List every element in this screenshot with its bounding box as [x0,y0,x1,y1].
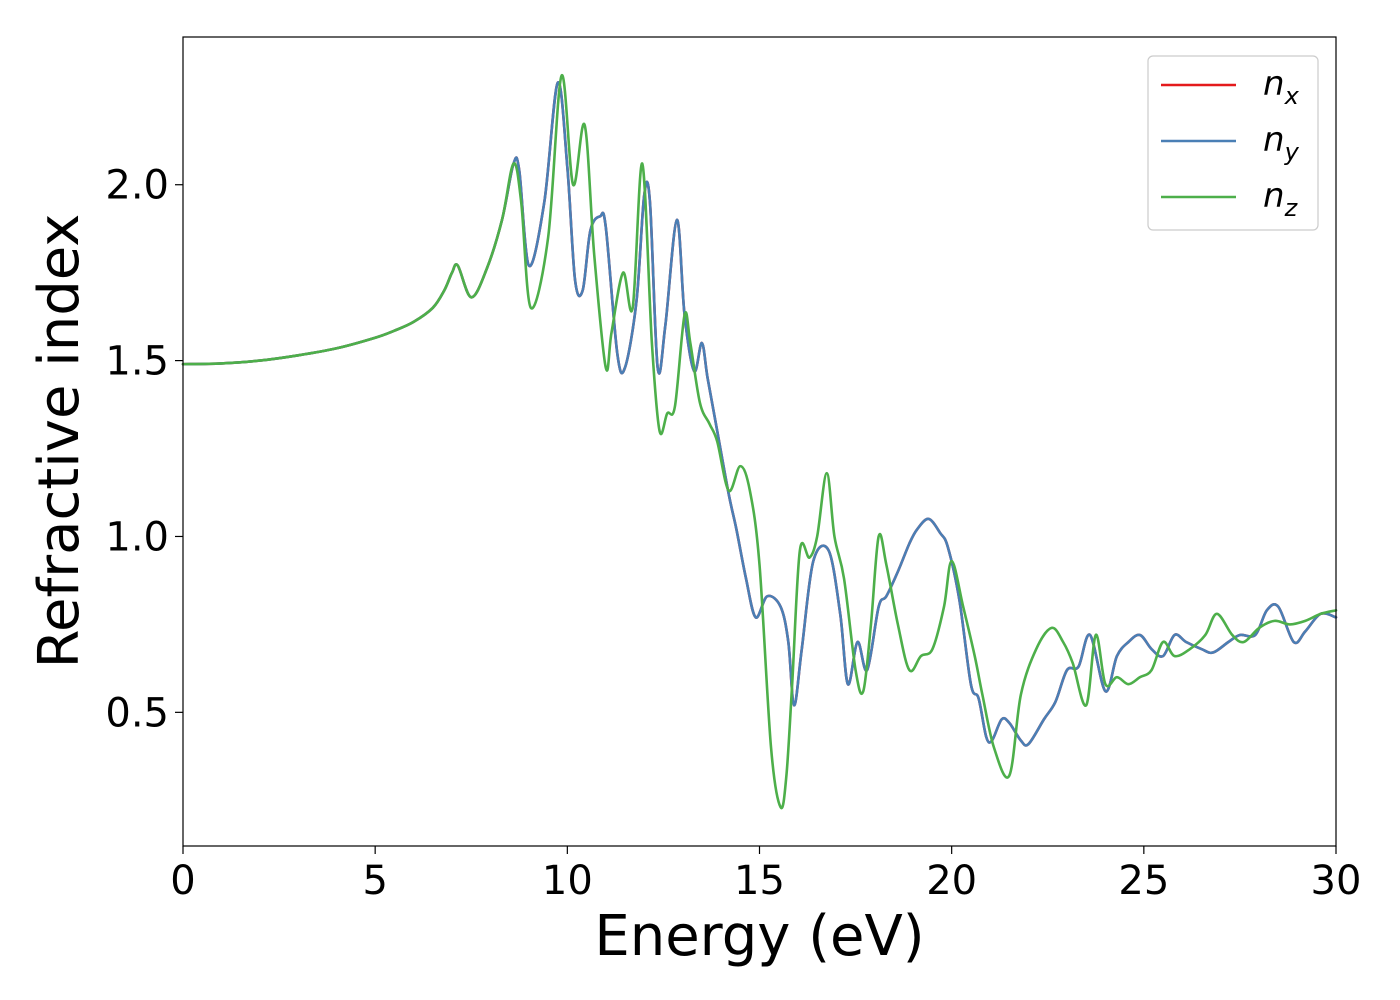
y-tick-label: 1.0 [105,514,169,560]
legend-label-subscript: z [1284,194,1299,222]
y-tick-label: 2.0 [105,163,169,209]
series-line-z [181,74,1338,810]
x-tick-label: 20 [926,858,977,904]
x-axis-ticks: 0 5 10 15 20 25 30 [170,846,1361,904]
x-tick-label: 0 [170,858,195,904]
legend-label-z: nz [1263,176,1299,222]
x-tick-label: 25 [1118,858,1169,904]
x-tick-label: 10 [542,858,593,904]
y-axis-ticks: 0.5 1.0 1.5 2.0 [105,163,183,736]
legend-box [1147,55,1319,231]
y-tick-label: 0.5 [105,690,169,736]
x-tick-label: 30 [1311,858,1362,904]
legend-label-subscript: x [1284,82,1300,110]
legend-label-base: n [1263,64,1285,104]
legend-label-subscript: y [1284,138,1300,166]
x-tick-label: 5 [362,858,387,904]
series-layer [181,74,1338,810]
x-axis-label: Energy (eV) [594,904,924,969]
legend-label-x: nx [1263,64,1300,110]
plot-area [183,37,1336,846]
legend-label-y: ny [1263,120,1300,166]
legend-label-base: n [1263,120,1285,160]
legend-label-base: n [1263,176,1285,216]
x-tick-label: 15 [734,858,785,904]
y-axis-label: Refractive index [27,214,92,669]
y-tick-label: 1.5 [105,339,169,385]
